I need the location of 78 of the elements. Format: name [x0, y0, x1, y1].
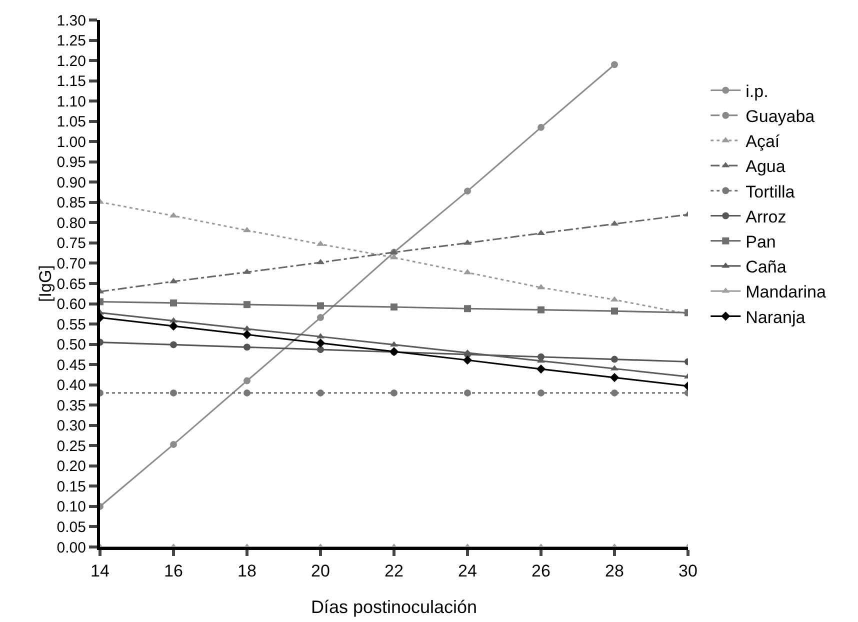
y-tick-label: 0.85 — [56, 194, 86, 212]
legend-label: Guayaba — [746, 106, 816, 126]
y-tick-label: 0.60 — [56, 296, 86, 314]
point — [170, 389, 177, 396]
point — [536, 364, 546, 374]
point — [611, 61, 618, 68]
legend-label: Arroz — [746, 207, 786, 226]
point — [244, 301, 250, 308]
point — [538, 124, 544, 131]
x-tick-label: 22 — [384, 561, 404, 580]
y-tick-label: 1.20 — [56, 52, 86, 70]
y-tick-label: 0.55 — [56, 316, 86, 334]
point — [538, 306, 544, 314]
y-tick-label: 0.25 — [56, 438, 86, 455]
y-tick-label: 0.20 — [56, 458, 86, 476]
point — [168, 322, 178, 331]
x-tick-label: 26 — [532, 561, 550, 580]
point — [317, 389, 324, 396]
y-tick-label: 1.05 — [56, 114, 86, 131]
point — [244, 389, 250, 396]
y-axis-title: [IgG] — [36, 265, 55, 302]
y-tick-label: 0.05 — [56, 518, 86, 536]
y-tick-label: 0.10 — [56, 498, 86, 516]
x-tick-label: 20 — [311, 561, 330, 580]
y-tick-label: 0.00 — [56, 539, 86, 556]
y-tick-label: 0.30 — [56, 418, 86, 435]
point — [317, 302, 324, 310]
y-tick-label: 0.65 — [56, 276, 86, 293]
point — [170, 341, 177, 348]
legend-label: i.p. — [746, 82, 768, 101]
y-tick-label: 0.75 — [56, 235, 86, 252]
point — [538, 389, 544, 396]
point — [244, 377, 250, 384]
point — [611, 308, 618, 315]
x-tick-label: 30 — [678, 561, 698, 580]
point — [317, 314, 324, 322]
y-tick-label: 0.90 — [56, 174, 86, 192]
point — [611, 389, 618, 396]
y-tick-label: 0.80 — [56, 214, 86, 232]
point — [464, 188, 471, 195]
y-tick-label: 1.10 — [56, 93, 86, 110]
x-tick-label: 16 — [164, 561, 183, 580]
y-tick-label: 1.30 — [56, 12, 86, 30]
y-tick-label: 1.15 — [56, 73, 86, 90]
point — [170, 440, 177, 448]
legend-label: Naranja — [746, 308, 806, 327]
point — [390, 389, 398, 396]
x-axis-title: Días postinoculación — [310, 597, 478, 617]
point — [464, 305, 471, 312]
point — [390, 304, 398, 311]
point — [464, 389, 471, 396]
point — [611, 356, 618, 363]
point — [317, 346, 324, 354]
x-tick-label: 14 — [90, 561, 110, 580]
legend-label: Açaí — [746, 132, 780, 152]
y-tick-label: 1.25 — [56, 32, 86, 50]
legend-label: Agua — [746, 157, 786, 176]
y-tick-label: 0.95 — [56, 154, 86, 172]
point — [462, 356, 472, 365]
legend-label: Pan — [746, 232, 776, 252]
y-tick-label: 0.70 — [56, 255, 86, 272]
point — [316, 338, 326, 348]
point — [244, 344, 250, 351]
legend-label: Tortilla — [746, 182, 796, 202]
x-tick-label: 28 — [605, 561, 624, 580]
legend-label: Mandarina — [746, 282, 827, 302]
y-tick-label: 0.15 — [56, 478, 86, 496]
legend-label: Caña — [746, 258, 787, 277]
x-tick-label: 18 — [238, 561, 256, 580]
point — [242, 330, 252, 340]
y-tick-label: 1.00 — [56, 134, 86, 151]
y-tick-label: 0.50 — [56, 336, 86, 354]
x-tick-label: 24 — [458, 561, 477, 580]
point — [170, 299, 177, 306]
y-tick-label: 0.40 — [56, 377, 86, 394]
y-tick-label: 0.35 — [56, 397, 86, 414]
y-tick-label: 0.45 — [56, 356, 86, 374]
point — [610, 373, 620, 382]
